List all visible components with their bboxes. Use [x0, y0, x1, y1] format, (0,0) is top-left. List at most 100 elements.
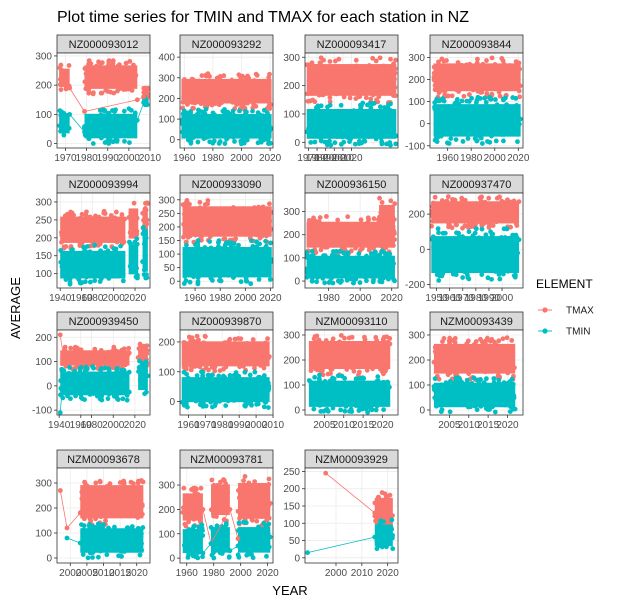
- tmax-point: [263, 229, 269, 234]
- tmax-point: [442, 357, 448, 363]
- tmin-point: [476, 235, 482, 241]
- tmax-point: [336, 238, 342, 244]
- tmax-point: [209, 225, 215, 230]
- tmax-point: [388, 56, 393, 62]
- tmax-point: [242, 347, 247, 353]
- tmin-point: [356, 138, 362, 144]
- tmin-point: [444, 265, 450, 271]
- tmin-point: [83, 542, 89, 548]
- tmin-point: [476, 115, 482, 121]
- tmax-point: [449, 225, 455, 231]
- y-tick-label: 0: [294, 277, 300, 288]
- tmax-point: [226, 339, 231, 344]
- tmin-point: [180, 111, 186, 117]
- tmin-point: [140, 231, 146, 237]
- tmax-point: [326, 354, 332, 360]
- tmax-point: [354, 238, 359, 244]
- tmax-point: [253, 513, 258, 519]
- tmin-point: [238, 388, 244, 394]
- tmin-point: [85, 555, 91, 561]
- tmin-point: [195, 139, 201, 145]
- tmin-point: [87, 392, 93, 397]
- tmin-point: [432, 376, 438, 382]
- tmin-point: [262, 544, 267, 550]
- tmin-point: [220, 133, 226, 139]
- tmin-point: [378, 109, 383, 115]
- tmin-point: [390, 535, 395, 541]
- tmin-point: [236, 242, 241, 248]
- tmax-point: [243, 206, 249, 212]
- tmax-point: [244, 81, 250, 87]
- y-tick-label: 200: [283, 230, 300, 241]
- tmin-point: [139, 367, 145, 373]
- tmin-point: [227, 548, 233, 554]
- tmin-point: [513, 95, 519, 101]
- tmin-point: [113, 118, 118, 123]
- tmax-point: [326, 344, 331, 349]
- tmax-point: [237, 226, 243, 232]
- tmin-point: [348, 401, 353, 407]
- tmax-point: [86, 86, 92, 91]
- tmin-point: [100, 115, 106, 121]
- tmin-point: [365, 385, 370, 390]
- x-tick-label: 1960: [184, 293, 207, 304]
- tmax-point: [459, 202, 465, 208]
- tmin-point: [308, 129, 314, 135]
- tmax-point: [484, 91, 490, 96]
- tmax-point: [504, 335, 510, 341]
- tmin-point: [502, 115, 508, 121]
- tmin-point: [141, 241, 147, 247]
- x-tick-label: 2020: [496, 420, 519, 431]
- tmax-point: [342, 335, 347, 341]
- tmax-point: [483, 354, 488, 360]
- tmin-point: [305, 269, 310, 275]
- tmax-point: [448, 367, 453, 373]
- tmax-point: [390, 513, 395, 518]
- tmax-point: [244, 216, 250, 222]
- tmin-point: [108, 540, 114, 545]
- tmax-point: [442, 71, 447, 76]
- tmin-point: [309, 385, 314, 391]
- tmin-point: [489, 133, 494, 139]
- tmin-point: [64, 268, 70, 274]
- tmin-point: [353, 264, 359, 270]
- y-tick-label: 100: [283, 109, 300, 120]
- y-tick-label: 100: [283, 381, 300, 392]
- tmin-point: [119, 528, 125, 534]
- tmax-point: [192, 357, 198, 362]
- tmax-point: [371, 245, 376, 251]
- tmax-point: [112, 348, 118, 353]
- tmax-point: [234, 101, 240, 107]
- tmax-point: [486, 220, 492, 226]
- tmin-point: [353, 403, 359, 408]
- tmin-point: [501, 138, 506, 144]
- tmin-point: [63, 390, 69, 396]
- tmax-point: [472, 76, 477, 82]
- tmax-point: [447, 341, 452, 346]
- tmin-point: [460, 263, 466, 269]
- tmin-point: [377, 278, 383, 283]
- tmax-point: [488, 338, 493, 344]
- tmax-point: [189, 364, 194, 369]
- tmin-point: [134, 236, 140, 242]
- tmax-point: [465, 80, 471, 86]
- tmin-point: [84, 273, 90, 279]
- tmin-point: [67, 279, 73, 285]
- tmin-point: [111, 246, 117, 251]
- tmax-point: [354, 63, 359, 69]
- tmax-point: [247, 226, 253, 232]
- tmin-point: [487, 139, 493, 145]
- tmax-point: [336, 56, 342, 62]
- tmin-point: [463, 114, 469, 120]
- tmin-point: [508, 404, 513, 410]
- tmax-point: [385, 204, 391, 210]
- tmax-point: [335, 217, 341, 223]
- tmax-point: [93, 516, 99, 522]
- tmax-point: [503, 361, 508, 367]
- tmin-point: [362, 120, 368, 126]
- y-tick-label: 300: [283, 331, 300, 342]
- tmin-point: [256, 268, 262, 274]
- tmax-point: [211, 513, 216, 519]
- tmin-point: [76, 262, 82, 267]
- tmin-point: [456, 101, 462, 107]
